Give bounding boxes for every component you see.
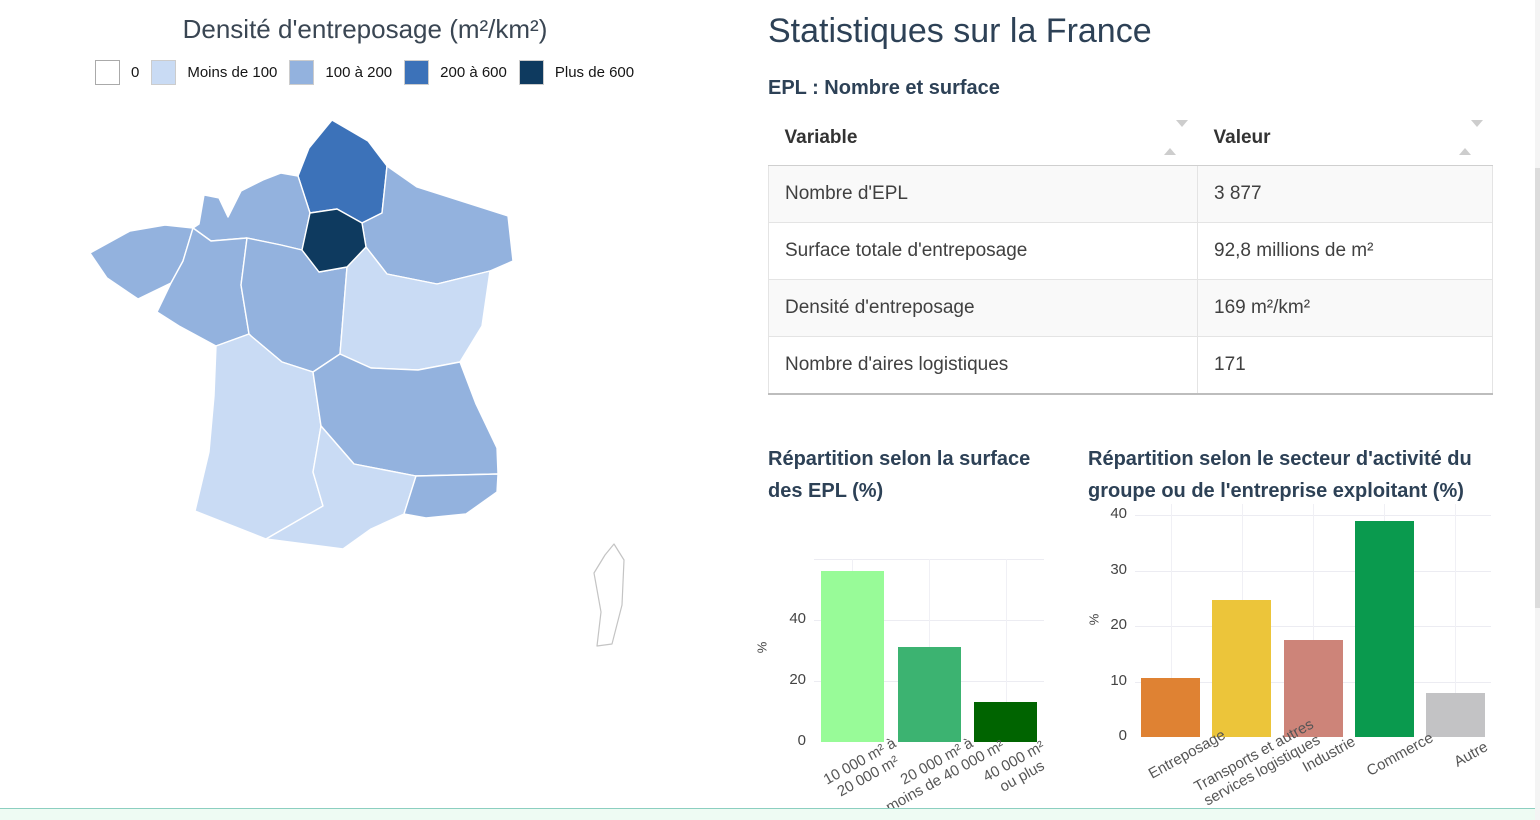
bar-Autre[interactable]: [1425, 692, 1485, 737]
gridline: [1170, 504, 1172, 737]
legend-item: 100 à 200: [289, 60, 392, 85]
legend-label: Moins de 100: [187, 64, 278, 81]
map-region-occitanie[interactable]: [265, 425, 417, 550]
page-title: Statistiques sur la France: [768, 12, 1152, 50]
cell-valeur: 3 877: [1197, 165, 1493, 223]
table-header-variable[interactable]: Variable: [768, 110, 1198, 166]
sort-icon[interactable]: [1458, 119, 1483, 155]
epl-stats-table: Variable Valeur Nombre d'EPL 3 877 Surface…: [768, 110, 1493, 395]
y-tick-label: 20: [1110, 616, 1127, 634]
bar-Commerce[interactable]: [1354, 520, 1414, 737]
chart1-plot-area: 0 20 40 10 000 m² à 20 000 m² 20 000 m² à mo…: [789, 559, 1047, 816]
gridline: [1455, 504, 1457, 737]
chart1-y-axis-label: %: [754, 641, 770, 654]
legend-label: 200 à 600: [440, 64, 507, 81]
map-title: Densité d'entreposage (m²/km²): [182, 14, 548, 44]
vertical-scrollbar-thumb[interactable]: [1535, 168, 1540, 608]
chart2-plot-area: 0 10 20 30 40 Entreposage Transports et autres…: [1110, 504, 1491, 809]
table-row[interactable]: Surface totale d'entreposage 92,8 million…: [768, 222, 1493, 280]
legend-item: 200 à 600: [404, 60, 507, 85]
map-region-corse[interactable]: [593, 543, 625, 647]
bar-10 000 m² à[interactable]: [820, 571, 884, 742]
y-tick-label: 40: [1110, 505, 1127, 523]
horizontal-scrollbar-track[interactable]: [0, 808, 1540, 820]
header-label: Variable: [784, 126, 858, 148]
table-row[interactable]: Densité d'entreposage 169 m²/km²: [768, 279, 1493, 337]
header-label: Valeur: [1213, 126, 1271, 148]
map-region-grand-est[interactable]: [361, 165, 514, 285]
legend-swatch: [404, 60, 430, 85]
y-tick-label: 10: [1110, 671, 1127, 689]
chart2-title: Répartition selon le secteur d'activité …: [1088, 448, 1472, 503]
chart1-title: Répartition selon la surface des EPL (%): [768, 448, 1031, 503]
legend-swatch: [151, 60, 177, 85]
map-region-hauts-de-france[interactable]: [297, 119, 388, 224]
gridline: [1005, 559, 1007, 742]
bar-Industrie[interactable]: [1283, 639, 1343, 737]
cell-variable: Surface totale d'entreposage: [768, 222, 1198, 280]
legend-swatch: [95, 60, 120, 85]
y-tick-label: 0: [797, 732, 806, 749]
legend-swatch: [289, 60, 315, 85]
legend-label: 0: [131, 64, 140, 81]
france-map: [89, 119, 625, 647]
cell-valeur: 171: [1197, 336, 1493, 395]
map-region-provence-alpes-cote-d-azur[interactable]: [403, 473, 499, 519]
cell-variable: Nombre d'aires logistiques: [768, 336, 1198, 395]
map-legend: 0 Moins de 100 100 à 200 200 à 600 Plus de 6…: [95, 60, 646, 85]
bar-Transports et autres[interactable]: [1212, 599, 1272, 737]
table-header-row: Variable Valeur: [768, 110, 1493, 166]
legend-item: Plus de 600: [518, 60, 635, 85]
table-header-valeur[interactable]: Valeur: [1197, 110, 1493, 166]
bar-20 000 m² à[interactable]: [897, 647, 961, 742]
y-tick-label: 20: [789, 671, 806, 688]
table-row[interactable]: Nombre d'aires logistiques 171: [768, 336, 1493, 395]
cell-valeur: 92,8 millions de m²: [1197, 222, 1493, 280]
vertical-scrollbar-track[interactable]: [1535, 0, 1540, 820]
table-subtitle: EPL : Nombre et surface: [768, 77, 1000, 99]
y-tick-label: 0: [1118, 727, 1127, 744]
legend-swatch: [518, 60, 544, 85]
y-tick-label: 40: [789, 610, 806, 627]
cell-variable: Densité d'entreposage: [768, 279, 1198, 337]
bar-40 000 m²[interactable]: [974, 702, 1038, 742]
sort-icon[interactable]: [1163, 119, 1188, 155]
legend-label: Plus de 600: [554, 64, 635, 81]
cell-variable: Nombre d'EPL: [768, 165, 1198, 223]
gridline: [1313, 504, 1314, 737]
map-region-ile-de-france[interactable]: [301, 208, 367, 273]
table-row[interactable]: Nombre d'EPL 3 877: [768, 165, 1493, 223]
bar-Entreposage[interactable]: [1141, 677, 1201, 737]
x-tick-label: Autre: [1451, 738, 1492, 771]
y-tick-label: 30: [1110, 560, 1127, 578]
legend-label: 100 à 200: [325, 64, 393, 81]
legend-item: 0: [95, 60, 139, 85]
cell-valeur: 169 m²/km²: [1197, 279, 1493, 337]
legend-item: Moins de 100: [151, 60, 277, 85]
